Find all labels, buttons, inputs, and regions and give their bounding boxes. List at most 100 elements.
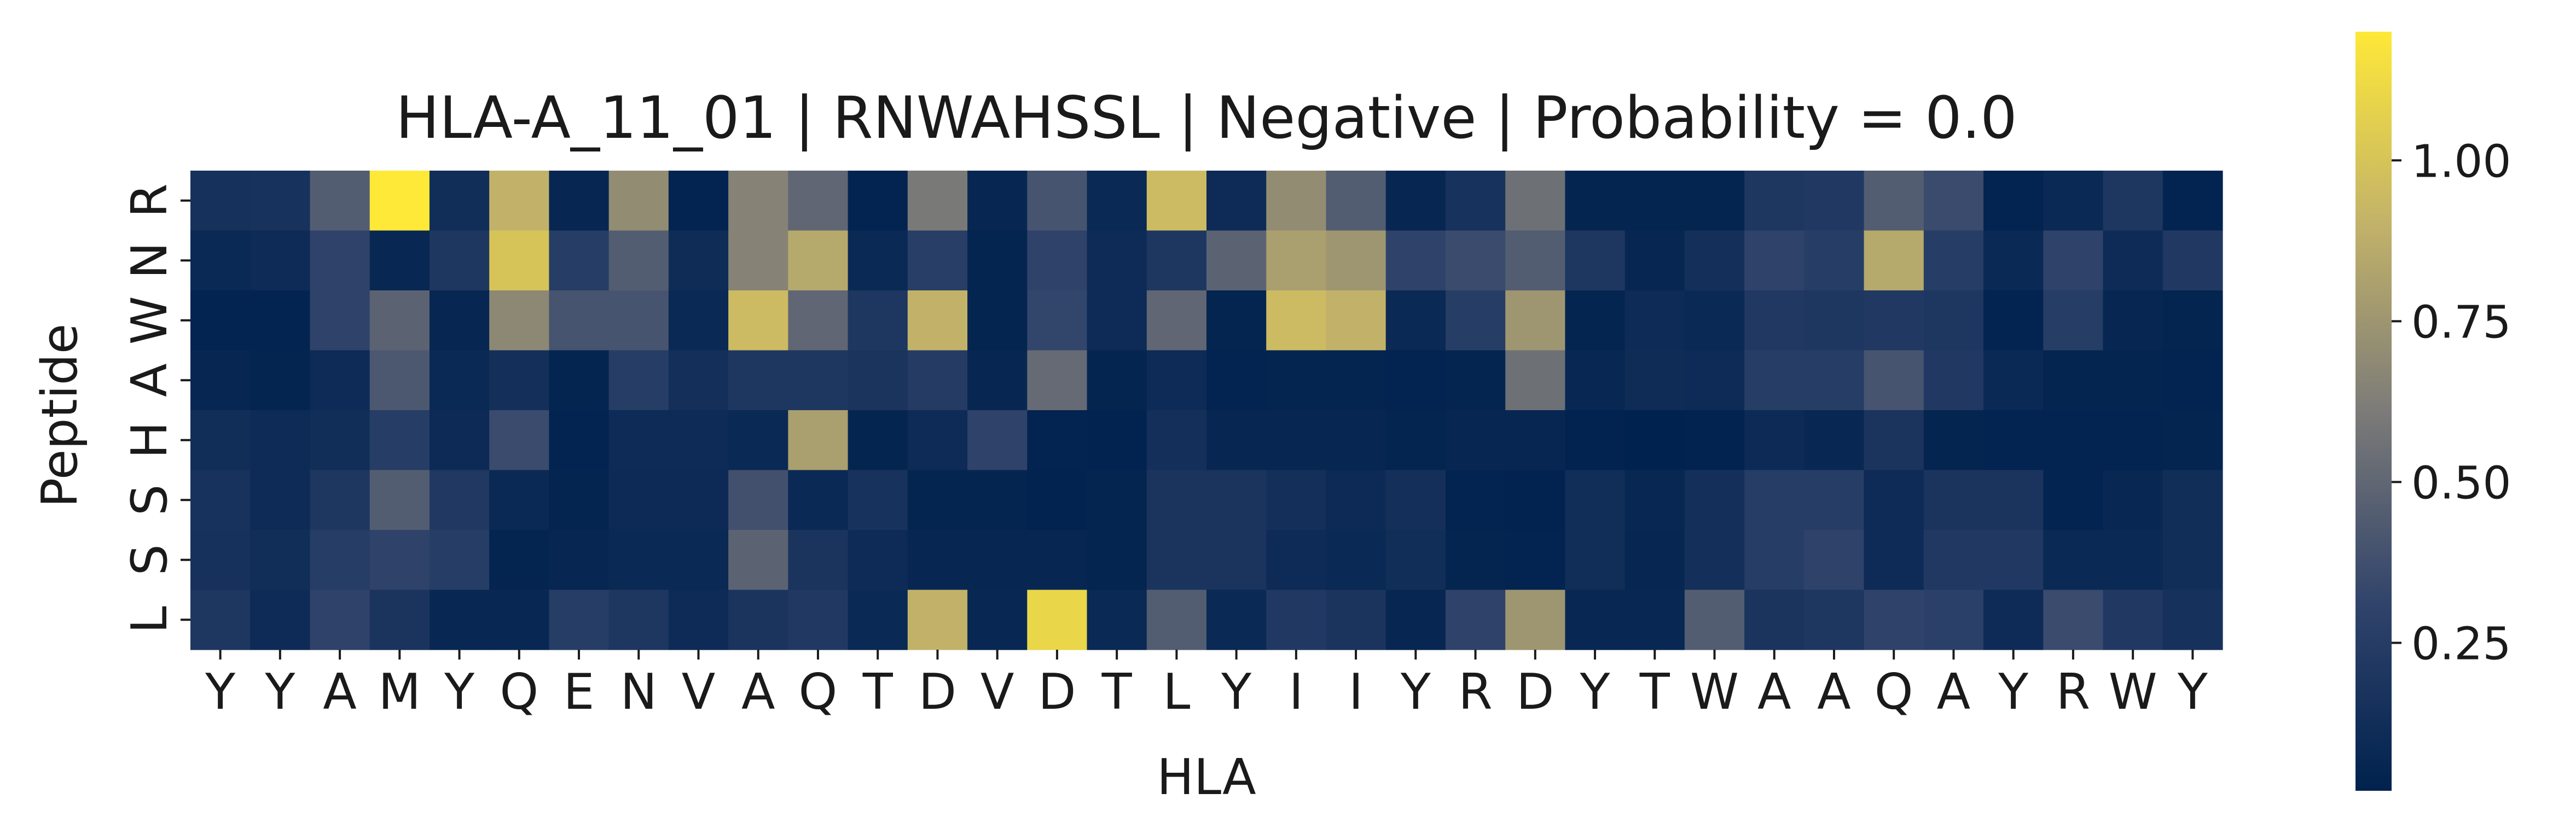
y-tick-labels: RNWAHSSL — [121, 183, 190, 633]
heatmap-cell — [1744, 410, 1805, 471]
colorbar-tick-label: 1.00 — [2411, 136, 2511, 188]
heatmap-cell — [1804, 530, 1865, 591]
heatmap-cell — [1744, 290, 1805, 351]
heatmap-cell — [2103, 230, 2163, 291]
heatmap-cell — [788, 230, 849, 291]
heatmap-cell — [1326, 350, 1386, 411]
y-tick-label: S — [121, 544, 178, 575]
y-tick-label: N — [121, 242, 178, 279]
heatmap-cell — [1146, 590, 1207, 650]
heatmap-cell — [1206, 350, 1267, 411]
heatmap-cell — [250, 171, 311, 231]
heatmap-cell — [1326, 290, 1386, 351]
x-tick-label: M — [378, 663, 421, 721]
heatmap-cell — [1983, 590, 2044, 650]
x-tick-label: Y — [1580, 663, 1611, 721]
heatmap-cell — [489, 230, 550, 291]
heatmap-cell — [1983, 171, 2044, 231]
heatmap-cell — [1624, 171, 1685, 231]
heatmap-cell — [848, 470, 908, 530]
heatmap-cell — [907, 410, 968, 471]
heatmap-cell — [2162, 350, 2223, 411]
heatmap-cell — [848, 350, 908, 411]
heatmap-cell — [967, 290, 1028, 351]
x-tick-label: W — [1690, 663, 1739, 721]
heatmap-cell — [429, 530, 490, 591]
heatmap-cell — [1385, 530, 1446, 591]
heatmap-cell — [608, 230, 669, 291]
heatmap-cell — [369, 530, 430, 591]
heatmap-cell — [310, 230, 370, 291]
heatmap-cell — [310, 290, 370, 351]
heatmap-cell — [1864, 290, 1924, 351]
heatmap-cell — [1923, 530, 1984, 591]
heatmap-cell — [1923, 590, 1984, 650]
heatmap-cell — [1864, 470, 1924, 530]
heatmap-cell — [1087, 530, 1147, 591]
heatmap-cell — [1744, 590, 1805, 650]
heatmap-cell — [967, 530, 1028, 591]
heatmap-cell — [549, 470, 610, 530]
heatmap-cell — [1684, 410, 1745, 471]
heatmap-cell — [907, 290, 968, 351]
heatmap-cell — [1326, 230, 1386, 291]
heatmap-cell — [1027, 350, 1088, 411]
heatmap-cell — [2103, 410, 2163, 471]
heatmap-cell — [728, 410, 788, 471]
heatmap-cell — [549, 230, 610, 291]
heatmap-cell — [369, 230, 430, 291]
heatmap-cell — [1206, 230, 1267, 291]
heatmap-cell — [1923, 410, 1984, 471]
heatmap-cell — [1804, 410, 1865, 471]
heatmap-cell — [1983, 350, 2044, 411]
heatmap-cell — [1684, 350, 1745, 411]
heatmap-cell — [310, 470, 370, 530]
heatmap-cell — [250, 350, 311, 411]
heatmap-cell — [1744, 530, 1805, 591]
heatmap-cell — [1744, 470, 1805, 530]
heatmap-cell — [1505, 530, 1566, 591]
heatmap-cell — [2162, 230, 2223, 291]
heatmap-cell — [489, 470, 550, 530]
heatmap-cell — [2103, 171, 2163, 231]
heatmap-cell — [1266, 350, 1327, 411]
x-tick-label: D — [919, 663, 956, 721]
heatmap-cell — [1505, 290, 1566, 351]
x-tick-label: L — [1163, 663, 1190, 721]
heatmap-cell — [668, 590, 729, 650]
heatmap-cell — [1027, 171, 1088, 231]
heatmap-cell — [1027, 230, 1088, 291]
heatmap-cell — [1684, 470, 1745, 530]
heatmap-cell — [1027, 290, 1088, 351]
heatmap-cell — [1206, 470, 1267, 530]
heatmap-cell — [2043, 530, 2104, 591]
heatmap-cell — [1266, 470, 1327, 530]
heatmap-cell — [1565, 350, 1626, 411]
heatmap-cell — [728, 470, 788, 530]
heatmap-cell — [1804, 350, 1865, 411]
heatmap-cell — [1146, 171, 1207, 231]
heatmap-cell — [907, 230, 968, 291]
heatmap-cell — [1206, 171, 1267, 231]
heatmap-cell — [1983, 470, 2044, 530]
heatmap-cell — [1565, 410, 1626, 471]
heatmap-cell — [2043, 350, 2104, 411]
x-tick-label: A — [323, 663, 357, 721]
y-axis-label: Peptide — [31, 324, 89, 508]
heatmap-cell — [429, 410, 490, 471]
heatmap-cell — [788, 171, 849, 231]
heatmap-cell — [2162, 171, 2223, 231]
heatmap-cell — [1206, 590, 1267, 650]
heatmap-cell — [967, 230, 1028, 291]
heatmap-cell — [1385, 410, 1446, 471]
heatmap-cell — [429, 470, 490, 530]
heatmap-cell — [250, 290, 311, 351]
heatmap-cell — [1804, 171, 1865, 231]
heatmap-cell — [2103, 470, 2163, 530]
heatmap-cell — [1565, 171, 1626, 231]
x-tick-label: D — [1038, 663, 1076, 721]
heatmap-cell — [1804, 230, 1865, 291]
heatmap-cell — [1326, 470, 1386, 530]
y-tick-label: R — [121, 183, 178, 218]
